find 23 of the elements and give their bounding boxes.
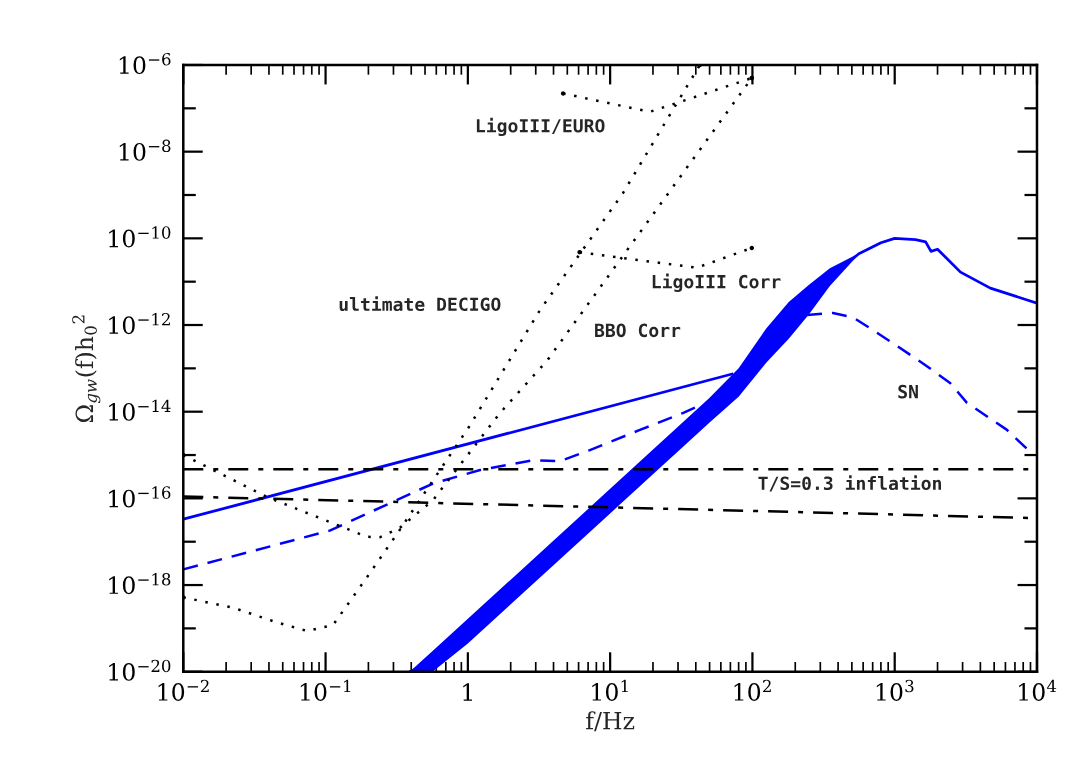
annotation: LigoIII Corr — [652, 273, 781, 292]
y-tick-label: 10$^{−10}$ — [109, 226, 171, 248]
x-tick-label: 10$^{−2}$ — [158, 679, 209, 701]
x-tick-label: 10$^{4}$ — [1019, 679, 1057, 701]
x-tick-label: 10$^{−1}$ — [300, 679, 351, 701]
annotation: BBO Corr — [595, 323, 681, 338]
y-tick-label: 10$^{−14}$ — [109, 399, 171, 421]
annotation: SN — [898, 384, 918, 399]
annotation: ultimate DECIGO — [339, 296, 501, 312]
y-axis-title: Ω$_{gw}$(f)h$_{0}$$^{2}$ — [72, 315, 101, 423]
x-tick-label: 10$^{2}$ — [734, 679, 771, 701]
annotation: T/S=0.3 inflation — [758, 475, 941, 492]
y-tick-label: 10$^{−12}$ — [109, 312, 170, 335]
y-tick-label: 10$^{−16}$ — [109, 486, 171, 508]
y-tick-label: 10$^{−20}$ — [109, 659, 171, 681]
annotation: LigoIII/EURO — [476, 117, 605, 137]
y-tick-label: 10$^{−6}$ — [119, 52, 171, 75]
x-axis-title: f/Hz — [586, 711, 635, 732]
x-tick-label: 1 — [463, 683, 473, 701]
y-tick-label: 10$^{−8}$ — [119, 139, 171, 161]
y-tick-label: 10$^{−18}$ — [109, 573, 171, 595]
x-tick-label: 10$^{1}$ — [592, 679, 628, 701]
x-tick-label: 10$^{3}$ — [876, 679, 914, 701]
